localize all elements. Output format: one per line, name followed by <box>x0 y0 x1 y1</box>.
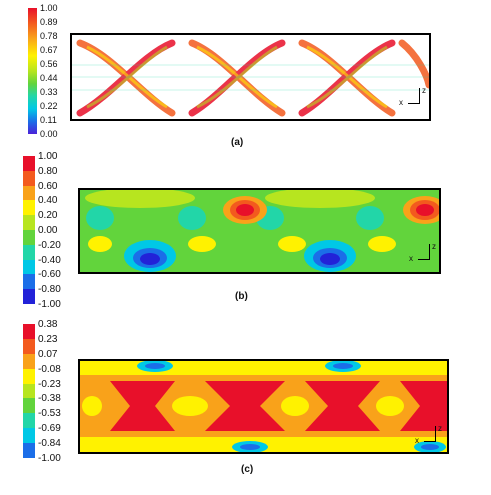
panel-b: 1.00 0.80 0.60 0.40 0.20 0.00 -0.20 -0.40 -0.60 -… <box>0 150 491 310</box>
panel-c-colorbar-band <box>23 428 35 444</box>
panel-c-colorbar-tick: -0.23 <box>38 378 61 390</box>
panel-c-colorbar-tick: -0.84 <box>38 438 61 450</box>
panel-c-colorbar-band <box>23 398 35 414</box>
panel-b-colorbar-bands <box>23 156 35 305</box>
panel-c-axes-indicator: z x <box>415 424 446 448</box>
panel-a-axis-z-label: z <box>422 86 426 95</box>
panel-a-axis-x-label: x <box>399 98 403 107</box>
panel-c-colorbar-band <box>23 353 35 370</box>
panel-b-contour-plot <box>78 188 441 274</box>
panel-c-colorbar-tick: 0.38 <box>38 319 58 330</box>
panel-c-colorbar-tick: -1.00 <box>38 453 61 464</box>
panel-b-axis-x-label: x <box>409 254 413 263</box>
panel-b-colorbar-tick: 0.40 <box>38 195 58 207</box>
panel-b-colorbar-band <box>23 200 35 216</box>
panel-c: 0.38 0.23 0.07 -0.08 -0.23 -0.38 -0.53 -0.69 -0.… <box>0 310 491 495</box>
panel-c-contour-field <box>80 361 447 452</box>
panel-a-colorbar-tick: 0.56 <box>40 59 58 69</box>
panel-c-colorbar-tick: -0.69 <box>38 423 61 435</box>
panel-b-colorbar-tick: -0.80 <box>38 284 61 296</box>
panel-b-colorbar-tick: 0.60 <box>38 180 58 192</box>
panel-b-colorbar-tick: 0.00 <box>38 225 58 236</box>
panel-b-colorbar-tick: 0.80 <box>38 165 58 177</box>
panel-b-colorbar-band <box>23 230 35 246</box>
panel-a-colorbar-tick: 0.22 <box>40 101 58 111</box>
panel-b-axis-z-label: z <box>432 242 436 251</box>
panel-c-colorbar-band <box>23 413 35 429</box>
panel-b-contour-field <box>80 190 439 272</box>
panel-a-colorbar-gradient <box>28 8 37 134</box>
panel-c-colorbar-tick: -0.53 <box>38 408 61 420</box>
panel-c-axis-z-label: z <box>438 424 442 433</box>
panel-b-colorbar-band <box>23 170 35 187</box>
panel-a-colorbar-tick: 0.44 <box>40 73 58 83</box>
panel-b-colorbar-tick: -0.20 <box>38 239 61 251</box>
panel-a-axes-indicator: z x <box>399 86 430 110</box>
panel-a-colorbar-tick: 0.78 <box>40 31 58 41</box>
panel-b-colorbar-tick: 1.00 <box>38 151 58 162</box>
panel-b-colorbar-band <box>23 259 35 275</box>
panel-a-caption: (a) <box>231 137 244 148</box>
panel-c-colorbar-tick: -0.38 <box>38 393 61 405</box>
panel-b-colorbar-band <box>23 244 35 261</box>
panel-c-colorbar-tick: -0.08 <box>38 363 61 375</box>
panel-a-colorbar-tick: 0.11 <box>40 115 57 125</box>
panel-a-vector-field <box>72 39 429 117</box>
panel-b-colorbar-tick: 0.20 <box>38 210 58 222</box>
panel-c-axis-x-label: x <box>415 436 419 445</box>
panel-c-colorbar-band <box>23 338 35 355</box>
panel-c-colorbar-bands <box>23 324 35 459</box>
panel-b-colorbar-band <box>23 185 35 201</box>
panel-b-colorbar-tick: -0.40 <box>38 254 61 266</box>
panel-b-colorbar-band <box>23 289 35 305</box>
panel-c-caption: (c) <box>241 464 254 475</box>
panel-b-axes-indicator: z x <box>409 242 440 266</box>
panel-b-colorbar-band <box>23 156 35 172</box>
panel-a-colorbar-tick: 0.33 <box>40 87 58 97</box>
panel-c-colorbar-band <box>23 383 35 399</box>
panel-a: 1.00 0.89 0.78 0.67 0.56 0.44 0.33 0.22 0.11 0.00 <box>0 0 491 150</box>
panel-c-colorbar-tick: 0.07 <box>38 348 58 360</box>
panel-a-colorbar-tick: 1.00 <box>40 3 58 13</box>
panel-a-colorbar-tick: 0.67 <box>40 45 58 55</box>
panel-c-colorbar-tick: 0.23 <box>38 333 58 345</box>
panel-b-colorbar-band <box>23 215 35 231</box>
panel-c-colorbar-band <box>23 368 35 385</box>
panel-c-colorbar-band <box>23 324 35 340</box>
panel-c-colorbar-band <box>23 443 35 459</box>
panel-a-vector-plot <box>70 33 431 121</box>
panel-b-colorbar-tick: -1.00 <box>38 299 61 310</box>
panel-a-colorbar-tick: 0.89 <box>40 17 58 27</box>
panel-c-contour-plot <box>78 359 449 454</box>
panel-b-colorbar-tick: -0.60 <box>38 269 61 281</box>
panel-b-caption: (b) <box>235 291 248 302</box>
panel-a-colorbar-tick: 0.00 <box>40 129 58 139</box>
panel-b-colorbar-band <box>23 274 35 290</box>
